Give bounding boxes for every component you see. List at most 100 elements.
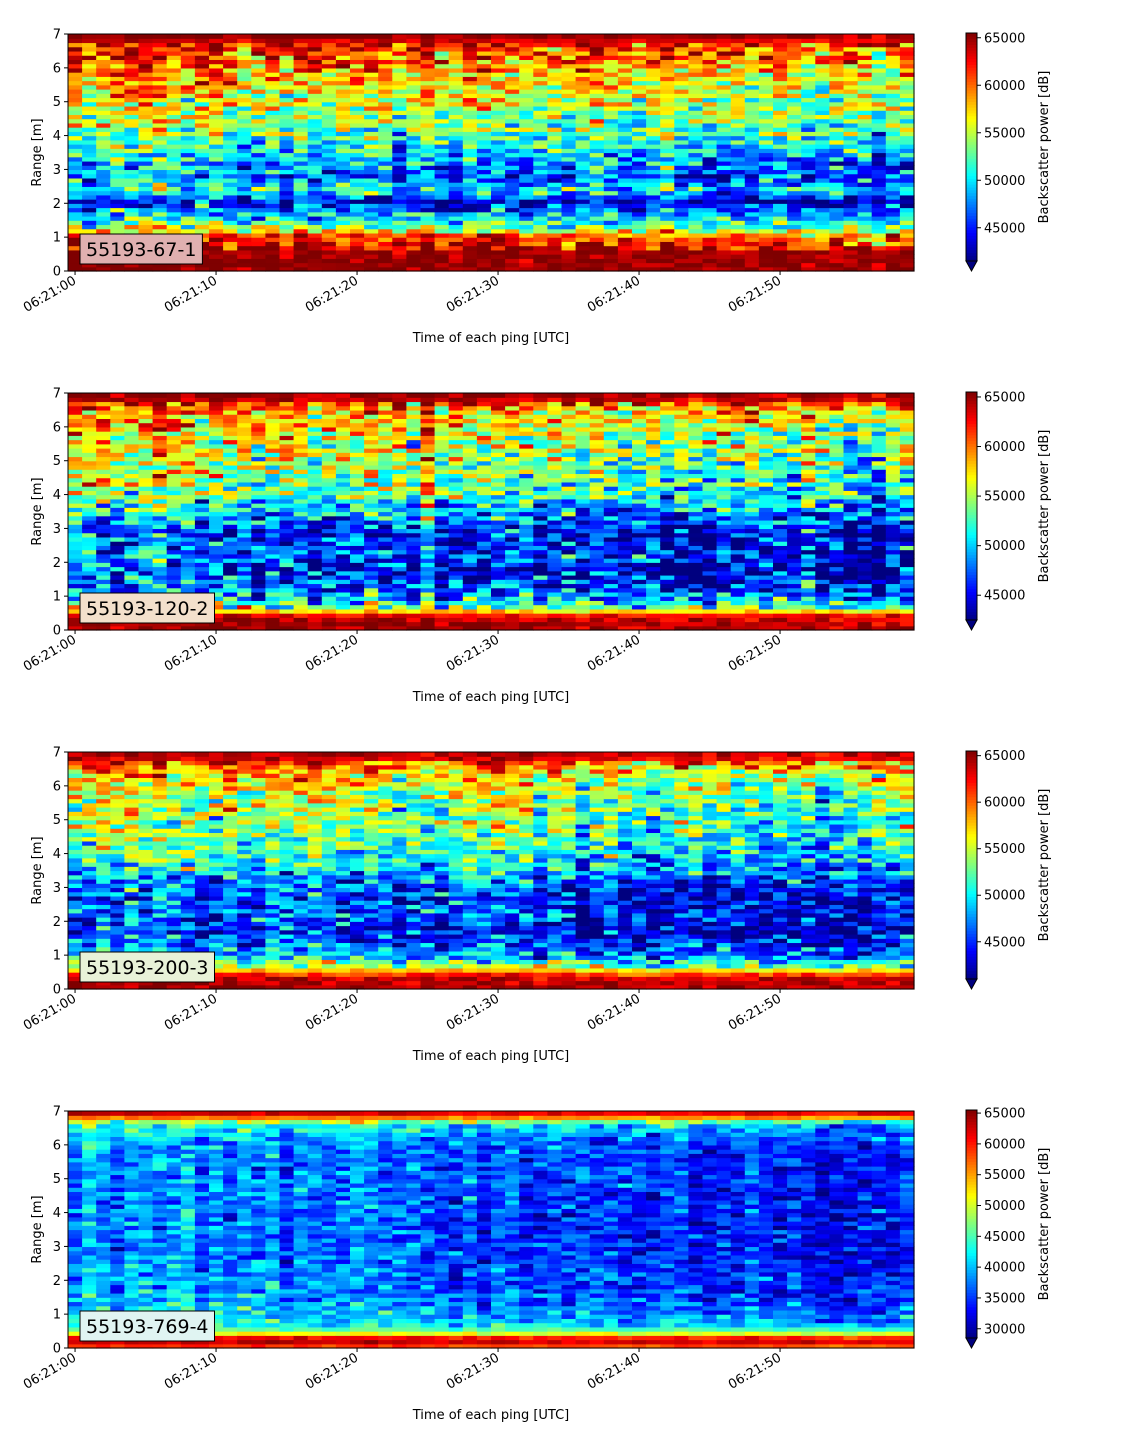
- heatmap-cell: [674, 241, 689, 247]
- heatmap-cell: [505, 190, 520, 196]
- heatmap-cell: [321, 169, 337, 175]
- heatmap-cell: [82, 182, 97, 187]
- heatmap-cell: [265, 477, 281, 483]
- heatmap-cell: [82, 460, 97, 466]
- heatmap-cell: [279, 254, 295, 259]
- heatmap-cell: [547, 50, 563, 56]
- heatmap-cell: [124, 473, 140, 479]
- heatmap-cell: [194, 266, 210, 272]
- heatmap-cell: [335, 249, 351, 255]
- heatmap-cell: [335, 574, 351, 580]
- heatmap-cell: [476, 50, 492, 56]
- heatmap-cell: [505, 215, 520, 221]
- heatmap-cell: [307, 72, 323, 77]
- heatmap-cell: [223, 266, 238, 272]
- heatmap-cell: [110, 553, 125, 559]
- heatmap-cell: [194, 452, 210, 458]
- heatmap-cell: [152, 498, 168, 504]
- heatmap-cell: [279, 617, 295, 623]
- heatmap-cell: [82, 541, 97, 546]
- heatmap-cell: [251, 50, 266, 56]
- heatmap-cell: [279, 558, 295, 563]
- heatmap-cell: [110, 266, 125, 272]
- heatmap-cell: [434, 220, 450, 226]
- colorbar-segment: [966, 127, 977, 131]
- heatmap-cell: [857, 144, 873, 149]
- heatmap-cell: [251, 118, 266, 124]
- heatmap-cell: [660, 194, 675, 200]
- heatmap-cell: [209, 76, 224, 82]
- heatmap-cell: [899, 211, 915, 217]
- heatmap-cell: [899, 110, 915, 116]
- heatmap-cell: [829, 38, 845, 44]
- heatmap-cell: [96, 503, 111, 508]
- heatmap-cell: [279, 426, 295, 432]
- heatmap-cell: [293, 110, 309, 116]
- heatmap-cell: [688, 59, 704, 65]
- heatmap-cell: [885, 220, 901, 226]
- heatmap-cell: [223, 545, 238, 551]
- heatmap-cell: [237, 583, 252, 589]
- heatmap-cell: [462, 114, 478, 120]
- heatmap-cell: [801, 186, 816, 192]
- heatmap-cell: [829, 89, 845, 94]
- heatmap-cell: [773, 105, 788, 111]
- heatmap-cell: [223, 528, 238, 534]
- heatmap-cell: [152, 105, 168, 111]
- heatmap-cell: [716, 228, 732, 234]
- heatmap-cell: [265, 114, 281, 120]
- heatmap-cell: [166, 144, 182, 149]
- heatmap-cell: [843, 84, 859, 90]
- heatmap-cell: [378, 414, 393, 419]
- heatmap-cell: [364, 409, 379, 415]
- heatmap-cell: [364, 625, 379, 631]
- heatmap-cell: [434, 625, 450, 631]
- heatmap-cell: [617, 34, 633, 39]
- heatmap-cell: [392, 558, 407, 563]
- heatmap-cell: [533, 50, 548, 56]
- heatmap-cell: [857, 38, 873, 44]
- heatmap-cell: [420, 105, 436, 111]
- heatmap-cell: [632, 160, 647, 166]
- heatmap-cell: [124, 215, 140, 221]
- heatmap-cell: [674, 110, 689, 116]
- heatmap-cell: [251, 258, 266, 264]
- heatmap-cell: [265, 59, 281, 65]
- heatmap-cell: [152, 481, 168, 487]
- heatmap-cell: [209, 101, 224, 107]
- heatmap-cell: [617, 80, 633, 86]
- heatmap-cell: [899, 97, 915, 103]
- heatmap-cell: [364, 262, 379, 268]
- heatmap-cell: [68, 199, 83, 204]
- heatmap-cell: [321, 418, 337, 424]
- heatmap-cell: [335, 262, 351, 268]
- heatmap-cell: [603, 245, 619, 251]
- heatmap-cell: [279, 397, 295, 403]
- heatmap-cell: [885, 207, 901, 213]
- heatmap-cell: [166, 519, 182, 525]
- heatmap-cell: [321, 262, 337, 268]
- heatmap-cell: [378, 215, 393, 221]
- heatmap-cell: [843, 72, 859, 77]
- heatmap-cell: [857, 228, 873, 234]
- heatmap-cell: [575, 131, 591, 137]
- heatmap-cell: [335, 228, 351, 234]
- heatmap-cell: [787, 182, 802, 187]
- heatmap-cell: [744, 89, 760, 94]
- heatmap-cell: [82, 199, 97, 204]
- heatmap-cell: [420, 600, 436, 606]
- heatmap-cell: [152, 524, 168, 530]
- heatmap-cell: [152, 494, 168, 500]
- heatmap-cell: [378, 532, 393, 538]
- heatmap-cell: [209, 42, 224, 48]
- heatmap-cell: [505, 105, 520, 111]
- heatmap-cell: [194, 160, 210, 166]
- heatmap-cell: [194, 426, 210, 432]
- heatmap-cell: [857, 59, 873, 65]
- heatmap-cell: [96, 574, 111, 580]
- heatmap-cell: [166, 456, 182, 462]
- heatmap-cell: [406, 76, 422, 82]
- heatmap-cell: [758, 42, 774, 48]
- heatmap-cell: [110, 194, 125, 200]
- heatmap-cell: [603, 63, 619, 69]
